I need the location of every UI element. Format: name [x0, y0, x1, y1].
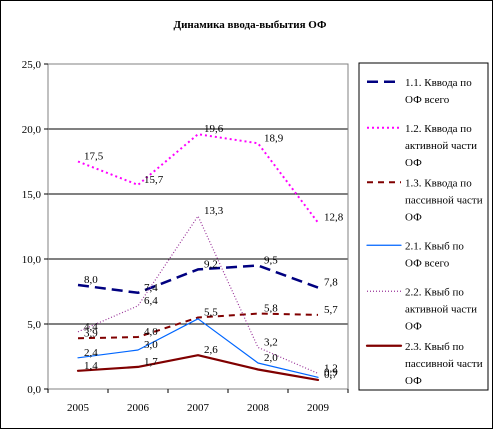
legend-label: активной части	[405, 140, 477, 152]
series-line-6	[76, 354, 320, 381]
plot-area-border	[47, 63, 349, 390]
data-label: 9,2	[204, 258, 218, 270]
data-label: 8,0	[84, 274, 98, 286]
series-line-5	[77, 215, 319, 374]
series-lines	[76, 133, 320, 381]
legend-label: ОФ всего	[405, 94, 450, 106]
x-tick-label: 2009	[307, 402, 330, 414]
series-line-3	[77, 312, 319, 340]
x-tick-label: 2008	[247, 402, 270, 414]
legend-label: 2.3. Квыб по	[405, 341, 464, 353]
legend-label: ОФ всего	[405, 257, 450, 269]
y-tick-label: 0,0	[27, 384, 41, 396]
data-label: 1,2	[324, 362, 338, 374]
data-label: 19,6	[204, 123, 224, 135]
x-tick-label: 2006	[127, 402, 150, 414]
legend: 1.1. Кввода по ОФ всего 1.2. Кввода по акти…	[365, 77, 483, 387]
legend-label: ОФ	[405, 157, 422, 169]
data-label: 7,4	[144, 282, 158, 294]
legend-label: пассивной части	[405, 358, 483, 370]
legend-label: пассивной части	[405, 194, 483, 206]
data-label: 6,4	[144, 295, 158, 307]
series-line-2	[77, 133, 319, 224]
chart-title: Динамика ввода-выбытия ОФ	[174, 19, 327, 31]
data-label: 1,4	[84, 360, 98, 372]
data-label: 2,0	[264, 352, 278, 364]
x-tick-label: 2007	[187, 402, 210, 414]
data-label: 15,7	[144, 174, 164, 186]
y-tick-label: 20,0	[22, 124, 42, 136]
data-label: 9,5	[264, 255, 278, 267]
series-data-labels: 8,07,49,2 9,57,817,515,719,618,912,83,9 4,…	[84, 123, 344, 381]
gridlines	[48, 128, 348, 325]
y-tick-label: 25,0	[22, 59, 42, 71]
y-tick-label: 5,0	[27, 319, 41, 331]
legend-label: ОФ	[405, 211, 422, 223]
x-axis-ticks: 2005 2006 2007 2008 2009	[47, 389, 349, 414]
data-label: 5,8	[264, 303, 278, 315]
legend-label: 1.3. Кввода по	[405, 177, 472, 189]
data-label: 2,6	[204, 344, 218, 356]
y-tick-label: 10,0	[22, 254, 42, 266]
y-axis-ticks: 0,0 5,0 10,0 15,0 20,0 25,0	[22, 59, 48, 396]
data-label: 18,9	[264, 132, 284, 144]
data-label: 5,5	[204, 307, 218, 319]
data-label: 3,2	[264, 336, 278, 348]
legend-label: 2.1. Квыб по	[405, 240, 464, 252]
data-label: 12,8	[324, 212, 344, 224]
legend-label: 2.2. Квыб по	[405, 286, 464, 298]
data-label: 1,7	[144, 356, 158, 368]
data-label: 13,3	[204, 205, 224, 217]
series-line-1	[77, 264, 319, 295]
legend-label: ОФ	[405, 320, 422, 332]
legend-label: 1.2. Кввода по	[405, 123, 472, 135]
legend-label: ОФ	[405, 375, 422, 387]
data-label: 3,9	[84, 327, 98, 339]
series-line-4	[77, 318, 319, 378]
data-label: 0,9	[324, 366, 338, 378]
legend-box	[358, 62, 489, 391]
legend-label: активной части	[405, 303, 477, 315]
y-tick-label: 15,0	[22, 189, 42, 201]
data-label: 3,0	[144, 339, 158, 351]
x-tick-label: 2005	[67, 402, 90, 414]
data-label: 2,4	[84, 347, 98, 359]
data-label: 7,8	[324, 277, 338, 289]
data-label: 4,4	[84, 321, 98, 333]
data-label: 17,5	[84, 151, 104, 163]
data-label: 4,0	[144, 326, 158, 338]
legend-label: 1.1. Кввода по	[405, 77, 472, 89]
data-label: 5,7	[324, 304, 338, 316]
data-label: 0,7	[324, 369, 338, 381]
